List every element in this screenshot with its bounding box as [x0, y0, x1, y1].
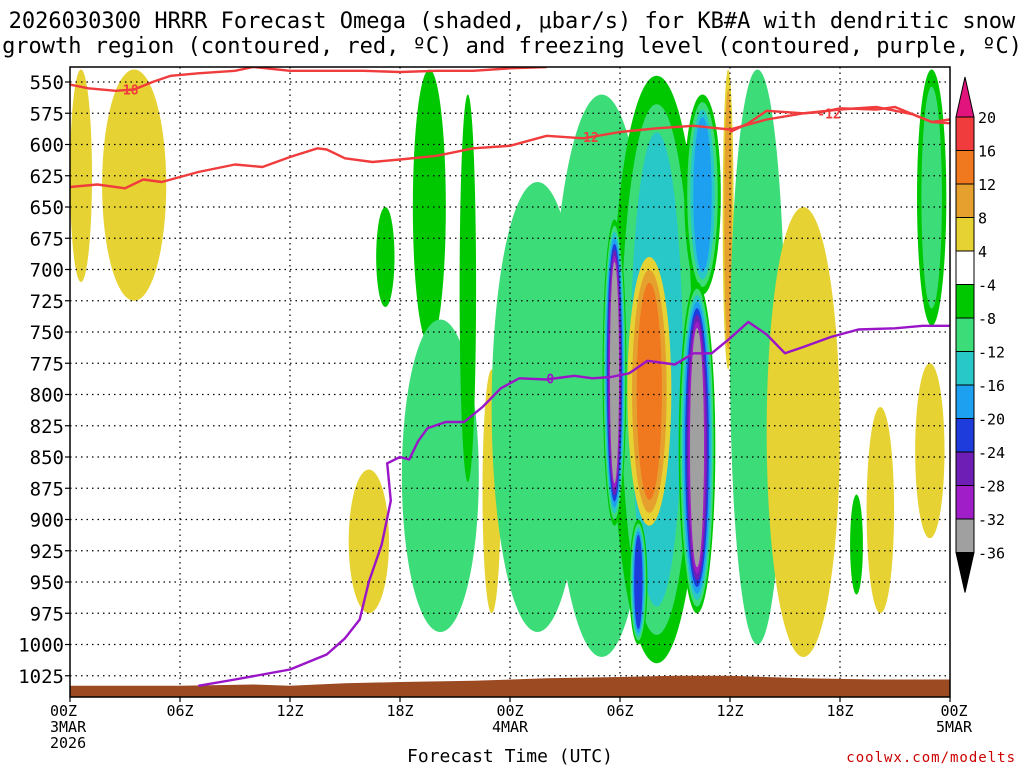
omega-cell — [401, 319, 479, 632]
colorbar-label: -12 — [978, 344, 1005, 362]
colorbar-label: -20 — [978, 411, 1005, 429]
omega-cell — [412, 69, 446, 345]
colorbar-segment — [955, 317, 975, 352]
colorbar-label: -4 — [978, 277, 996, 295]
chart-title-line2: growth region (contoured, red, ºC) and f… — [2, 34, 1022, 59]
contour-dendritic_-18C — [70, 67, 254, 92]
y-tick-label: 800 — [30, 385, 64, 407]
x-tick-label: 00Z — [940, 702, 967, 720]
colorbar-segment — [955, 351, 975, 386]
colorbar-label: -24 — [978, 444, 1005, 462]
y-tick-label: 550 — [30, 72, 64, 94]
y-tick-label: 875 — [30, 478, 64, 500]
colorbar-segment — [955, 451, 975, 486]
colorbar-segment — [955, 183, 975, 218]
omega-cell — [689, 328, 705, 568]
x-tick-label: 12Z — [276, 702, 303, 720]
colorbar-segment — [955, 150, 975, 185]
colorbar-label: -8 — [978, 310, 996, 328]
y-tick-label: 700 — [30, 260, 64, 282]
x-tick-label: 5MAR — [936, 718, 973, 736]
y-tick-label: 650 — [30, 197, 64, 219]
colorbar-segment — [955, 384, 975, 419]
colorbar-segment — [955, 76, 975, 118]
contour-dendritic_-12C_top — [253, 67, 547, 74]
credit-text: coolwx.com/modelts — [846, 750, 1016, 766]
y-tick-label: 1025 — [18, 666, 64, 688]
omega-cell — [724, 89, 733, 350]
colorbar-label: 16 — [978, 143, 996, 161]
omega-cell — [915, 363, 945, 539]
omega-cell — [850, 494, 863, 595]
x-tick-label: 18Z — [826, 702, 853, 720]
y-tick-label: 750 — [30, 322, 64, 344]
colorbar-label: -32 — [978, 511, 1005, 529]
x-tick-label: 3MAR — [50, 718, 87, 736]
omega-cell — [376, 207, 395, 307]
colorbar-label: 4 — [978, 243, 987, 261]
contour-label: 0 — [546, 372, 554, 387]
y-tick-label: 575 — [30, 103, 64, 125]
x-axis-label: Forecast Time (UTC) — [407, 746, 613, 767]
y-tick-label: 1000 — [18, 635, 64, 657]
x-tick-label: 4MAR — [492, 718, 529, 736]
omega-cell — [634, 534, 643, 630]
y-tick-label: 900 — [30, 510, 64, 532]
y-tick-label: 725 — [30, 291, 64, 313]
omega-cell — [921, 86, 942, 309]
chart-title-line1: 2026030300 HRRR Forecast Omega (shaded, … — [8, 9, 1016, 34]
colorbar-segment — [955, 284, 975, 319]
colorbar-label: -16 — [978, 377, 1005, 395]
omega-cell — [866, 407, 895, 614]
omega-cell — [459, 94, 477, 482]
x-tick-label: 06Z — [606, 702, 633, 720]
contour-dendritic_-12C_right — [729, 105, 950, 134]
terrain-fill — [70, 675, 950, 697]
colorbar-segment — [955, 250, 975, 285]
y-tick-label: 825 — [30, 416, 64, 438]
omega-cell — [693, 117, 712, 272]
colorbar-segment — [955, 518, 975, 553]
colorbar-label: -36 — [978, 545, 1005, 563]
y-tick-label: 600 — [30, 135, 64, 157]
omega-cell — [766, 207, 840, 657]
y-tick-label: 975 — [30, 603, 64, 625]
colorbar-label: 12 — [978, 176, 996, 194]
x-tick-label: 00Z — [496, 702, 523, 720]
y-tick-label: 925 — [30, 541, 64, 563]
omega-cell — [609, 262, 620, 484]
contour-freezing_level_0C — [198, 320, 950, 687]
x-tick-label: 12Z — [716, 702, 743, 720]
y-tick-label: 950 — [30, 572, 64, 594]
colorbar-segment — [955, 217, 975, 252]
x-tick-label: 18Z — [386, 702, 413, 720]
y-tick-label: 675 — [30, 228, 64, 250]
colorbar-segment — [955, 552, 975, 593]
omega-cell — [348, 469, 390, 614]
y-tick-label: 625 — [30, 166, 64, 188]
omega-cell — [636, 282, 662, 500]
colorbar-segment — [955, 485, 975, 520]
x-tick-label: 2026 — [50, 734, 86, 752]
colorbar-segment — [955, 116, 975, 151]
colorbar-label: -28 — [978, 478, 1005, 496]
colorbar-segment — [955, 418, 975, 453]
colorbar-label: 20 — [978, 109, 996, 127]
contour-label: -12 — [575, 131, 598, 146]
x-tick-label: 00Z — [50, 702, 77, 720]
x-tick-label: 06Z — [166, 702, 193, 720]
y-tick-label: 775 — [30, 353, 64, 375]
contour-label: -18 — [115, 84, 139, 99]
contour-label: -12 — [817, 107, 840, 122]
y-tick-label: 850 — [30, 447, 64, 469]
colorbar-label: 8 — [978, 210, 987, 228]
